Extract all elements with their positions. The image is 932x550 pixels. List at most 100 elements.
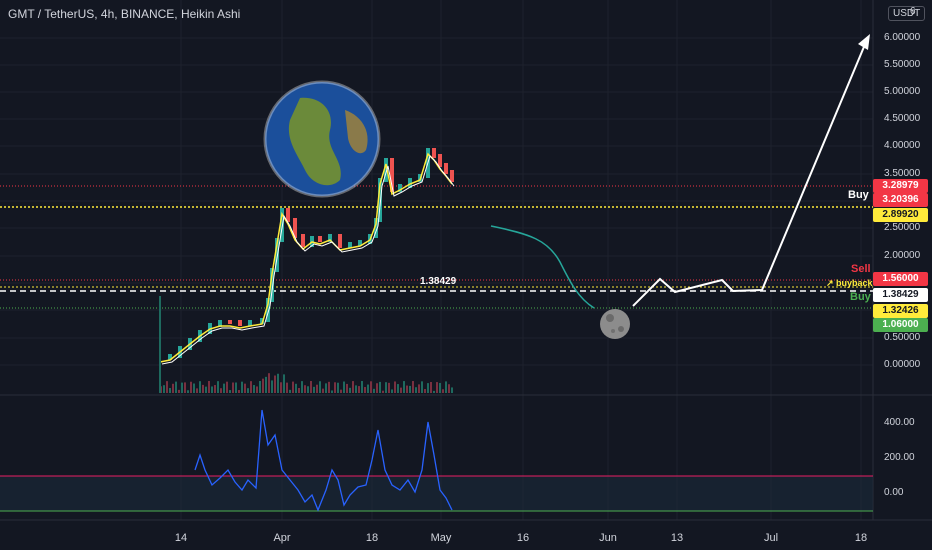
volume-bar bbox=[235, 382, 237, 393]
volume-bar bbox=[286, 382, 288, 393]
candle bbox=[301, 234, 305, 247]
volume-bar bbox=[253, 385, 255, 393]
volume-bar bbox=[217, 381, 219, 393]
volume-bar bbox=[223, 383, 225, 393]
volume-bar bbox=[373, 388, 375, 393]
volume-bar bbox=[367, 384, 369, 393]
volume-bar bbox=[280, 382, 282, 393]
candle bbox=[432, 148, 436, 158]
candle bbox=[286, 208, 290, 222]
volume-bar bbox=[346, 383, 348, 393]
volume-bar bbox=[205, 386, 207, 393]
moon-crater bbox=[618, 326, 624, 332]
volume-bar bbox=[190, 381, 192, 393]
price-tag: 3.28979 bbox=[873, 179, 928, 193]
volume-bar bbox=[316, 384, 318, 393]
candle bbox=[228, 320, 232, 324]
volume-bar bbox=[445, 381, 447, 393]
volume-bar bbox=[403, 381, 405, 393]
volume-bar bbox=[295, 383, 297, 393]
volume-bar bbox=[172, 383, 174, 393]
volume-bar bbox=[343, 381, 345, 393]
moon-icon bbox=[600, 309, 630, 339]
volume-bar bbox=[412, 381, 414, 393]
candle bbox=[384, 158, 388, 182]
time-axis-label: Apr bbox=[273, 532, 291, 544]
candle bbox=[168, 354, 172, 360]
volume-bar bbox=[409, 385, 411, 393]
projection-teal bbox=[490, 225, 595, 309]
volume-bar bbox=[415, 387, 417, 393]
price-axis-label: 3.50000 bbox=[884, 168, 921, 179]
time-axis-label: May bbox=[430, 532, 452, 544]
candle bbox=[390, 158, 394, 192]
volume-bar bbox=[298, 388, 300, 393]
volume-bar bbox=[268, 373, 270, 393]
price-tag: 1.06000 bbox=[873, 318, 928, 332]
price-tag: 3.20396 bbox=[873, 193, 928, 207]
volume-bar bbox=[442, 389, 444, 393]
volume-bar bbox=[184, 382, 186, 393]
candle bbox=[238, 320, 242, 326]
volume-bar bbox=[238, 390, 240, 393]
price-tag: 2.89920 bbox=[873, 208, 928, 222]
oscillator-axis-label: 0.00 bbox=[884, 487, 904, 498]
oscillator-line bbox=[194, 409, 453, 512]
volume-bar bbox=[400, 387, 402, 393]
time-axis-label: 16 bbox=[516, 532, 530, 544]
volume-bar bbox=[271, 380, 273, 393]
volume-bar bbox=[433, 390, 435, 393]
volume-bar bbox=[262, 378, 264, 393]
volume-bar bbox=[181, 382, 183, 393]
volume-bar bbox=[187, 390, 189, 393]
volume-bar bbox=[328, 381, 330, 393]
candle bbox=[260, 318, 264, 324]
volume-bar bbox=[193, 383, 195, 393]
price-axis-label: 5.00000 bbox=[884, 86, 921, 97]
volume-bar bbox=[427, 383, 429, 393]
sell-label: Sell bbox=[851, 263, 871, 275]
volume-bar bbox=[250, 381, 252, 393]
volume-bar bbox=[331, 390, 333, 393]
currency-selector[interactable]: USDT bbox=[888, 6, 926, 21]
volume-bar bbox=[406, 385, 408, 393]
volume-bar bbox=[340, 389, 342, 393]
volume-bar bbox=[319, 381, 321, 393]
volume-bar bbox=[214, 385, 216, 393]
volume-bar bbox=[178, 389, 180, 393]
price-tag: 1.38429 bbox=[873, 288, 928, 302]
candle bbox=[270, 268, 274, 302]
volume-bar bbox=[211, 386, 213, 393]
volume-bar bbox=[391, 389, 393, 393]
volume-bar bbox=[436, 382, 438, 393]
volume-bar bbox=[199, 381, 201, 393]
price-axis-label: 4.00000 bbox=[884, 140, 921, 151]
volume-bar bbox=[337, 382, 339, 393]
volume-bar bbox=[322, 388, 324, 393]
volume-bar bbox=[451, 387, 453, 393]
volume-bar bbox=[301, 381, 303, 393]
volume-bar bbox=[370, 381, 372, 393]
volume-bar bbox=[385, 382, 387, 393]
volume-bar bbox=[202, 384, 204, 393]
volume-bar bbox=[226, 381, 228, 393]
time-axis-label: 18 bbox=[854, 532, 868, 544]
candle bbox=[374, 218, 378, 238]
volume-bar bbox=[220, 388, 222, 393]
price-axis-label: 5.50000 bbox=[884, 59, 921, 70]
volume-bar bbox=[244, 383, 246, 393]
volume-bar bbox=[358, 386, 360, 393]
candle bbox=[450, 170, 454, 182]
candle bbox=[358, 240, 362, 246]
volume-bar bbox=[376, 383, 378, 393]
price-axis-label: 0.50000 bbox=[884, 332, 921, 343]
oscillator-axis-label: 400.00 bbox=[884, 417, 915, 428]
candle bbox=[348, 242, 352, 248]
price-tag: 1.32426 bbox=[873, 304, 928, 318]
volume-bar bbox=[169, 388, 171, 393]
volume-bar bbox=[379, 381, 381, 393]
volume-bar bbox=[424, 389, 426, 393]
volume-bar bbox=[313, 386, 315, 393]
candle bbox=[378, 178, 382, 222]
